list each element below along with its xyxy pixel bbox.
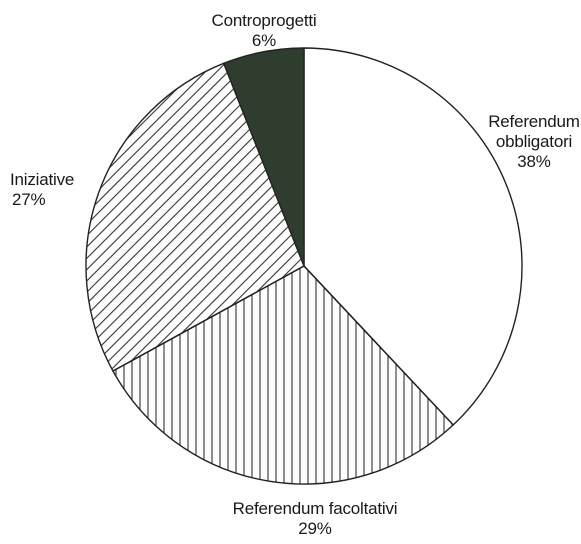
slice-label-line: Controprogetti	[211, 11, 317, 30]
slice-label-line: Referendum facoltativi	[232, 499, 398, 518]
slice-value-label: 38%	[517, 152, 551, 171]
pie-slice-referendum-facoltativi	[112, 265, 454, 485]
slice-label-referendum-obbligatori: Referendum obbligatori 38%	[488, 112, 580, 172]
slice-value-label: 29%	[298, 519, 332, 538]
slice-label-line: Iniziative	[10, 170, 75, 189]
pie-slice-referendum-obbligatori	[303, 47, 523, 426]
slice-label-line: obbligatori	[495, 132, 573, 151]
pie-slice-iniziative	[85, 62, 305, 372]
pie-slice-controprogetti	[223, 47, 305, 267]
slice-value-label: 27%	[12, 190, 46, 209]
slice-label-controprogetti: Controprogetti 6%	[212, 11, 317, 51]
slice-value-label: 6%	[251, 31, 277, 50]
slice-label-line: Referendum	[488, 112, 580, 131]
slice-label-iniziative: Iniziative 27%	[10, 170, 74, 210]
slice-label-referendum-facoltativi: Referendum facoltativi 29%	[233, 499, 398, 539]
pie-slices	[85, 47, 523, 485]
